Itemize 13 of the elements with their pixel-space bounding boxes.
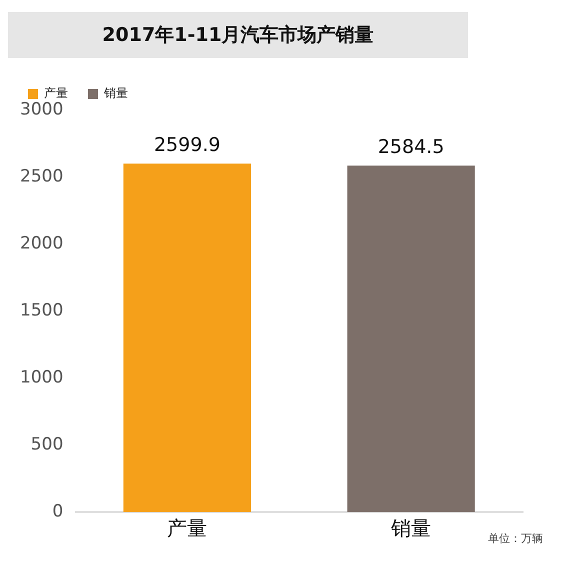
y-tick-label: 1500 — [20, 300, 64, 320]
y-tick-label: 0 — [52, 501, 64, 522]
y-tick-label: 2500 — [20, 166, 64, 186]
y-tick-label: 2000 — [20, 233, 64, 254]
y-tick-label: 500 — [30, 434, 64, 454]
legend-label: 产量 — [44, 86, 68, 100]
y-tick-label: 3000 — [20, 99, 64, 120]
text: 单位：万辆 — [488, 531, 543, 546]
chart-title: 2017年1-11月汽车市场产销量 — [8, 12, 468, 58]
data-label: 2599.9 — [154, 134, 220, 156]
y-tick-label: 1000 — [20, 367, 64, 388]
legend-label: 销量 — [103, 86, 128, 100]
data-label: 2584.5 — [378, 136, 444, 158]
